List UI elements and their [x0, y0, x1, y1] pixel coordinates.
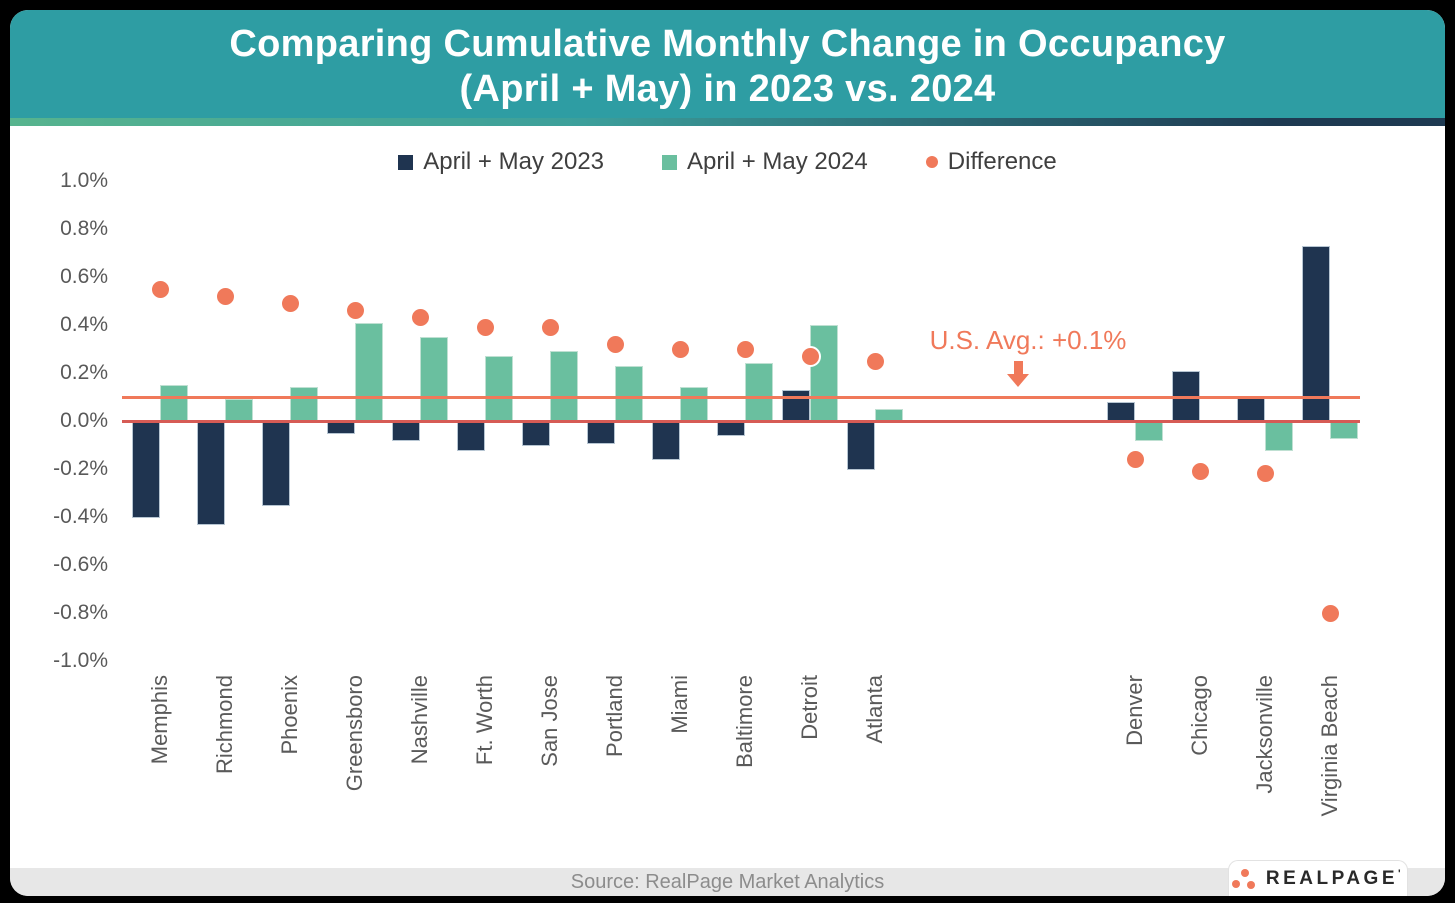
- x-axis-label-nashville: Nashville: [407, 675, 432, 765]
- x-axis-label-ft-worth: Ft. Worth: [472, 675, 497, 766]
- x-axis-label-jacksonville: Jacksonville: [1252, 675, 1277, 794]
- bar-2023-memphis: [132, 422, 160, 518]
- bar-2023-baltimore: [717, 422, 745, 437]
- difference-dot-san-jose: [539, 316, 561, 338]
- chart-plot-area: U.S. Avg.: +0.1% 1.0% 0.8% 0.6% 0.4% 0.2% 0.0…: [10, 10, 1445, 896]
- x-axis-label-virginia-beach: Virginia Beach: [1317, 675, 1342, 817]
- legend-item-2023: April + May 2023: [398, 148, 604, 176]
- realpage-dots-icon: [1231, 867, 1257, 891]
- bar-2023-jacksonville: [1237, 397, 1265, 421]
- bar-2023-greensboro: [327, 422, 355, 434]
- difference-dot-nashville: [409, 307, 431, 329]
- y-axis-label: 0.0%: [60, 409, 108, 432]
- trademark-tick: ': [1398, 867, 1405, 880]
- y-axis-label: -1.0%: [53, 649, 108, 672]
- bar-2024-nashville: [420, 337, 448, 421]
- legend-item-2024: April + May 2024: [662, 148, 868, 176]
- bar-2023-atlanta: [847, 422, 875, 470]
- legend-square-2023-icon: [398, 154, 414, 170]
- difference-dot-miami: [669, 338, 691, 360]
- legend-circle-difference-icon: [925, 156, 938, 168]
- legend-label-2023: April + May 2023: [423, 148, 605, 175]
- x-axis-label-atlanta: Atlanta: [862, 675, 887, 744]
- y-axis-label: 0.6%: [60, 265, 108, 288]
- legend-label-difference: Difference: [947, 148, 1057, 175]
- difference-dot-denver: [1124, 448, 1146, 470]
- bar-2024-denver: [1135, 422, 1163, 442]
- y-axis-label: 1.0%: [60, 169, 108, 192]
- x-axis-label-phoenix: Phoenix: [277, 675, 302, 755]
- bar-2024-greensboro: [355, 322, 383, 421]
- realpage-logo-text: REALPAGE': [1265, 867, 1405, 889]
- bar-2024-portland: [615, 365, 643, 421]
- bar-2024-ft-worth: [485, 356, 513, 421]
- bar-2023-virginia-beach: [1302, 245, 1330, 421]
- difference-dot-memphis: [149, 278, 171, 300]
- bar-2024-baltimore: [745, 363, 773, 421]
- difference-dot-richmond: [214, 285, 236, 307]
- difference-dot-ft-worth: [474, 316, 496, 338]
- source-text: Source: RealPage Market Analytics: [570, 870, 885, 893]
- bar-2024-phoenix: [290, 387, 318, 421]
- header-gradient-strip: [10, 118, 1445, 126]
- us-avg-annotation: U.S. Avg.: +0.1%: [929, 325, 1127, 355]
- bar-2023-portland: [587, 422, 615, 444]
- bar-2024-virginia-beach: [1330, 422, 1358, 439]
- difference-dot-chicago: [1189, 460, 1211, 482]
- down-arrow-icon: [1007, 361, 1029, 387]
- x-axis-label-miami: Miami: [667, 675, 692, 734]
- x-axis-label-richmond: Richmond: [212, 675, 237, 775]
- us-average-line: [122, 396, 1360, 399]
- chart-title: Comparing Cumulative Monthly Change in O…: [10, 10, 1445, 118]
- y-axis-label: 0.8%: [60, 217, 108, 240]
- bar-2024-memphis: [160, 385, 188, 421]
- bar-2023-denver: [1107, 401, 1135, 421]
- bar-2023-detroit: [782, 389, 810, 421]
- y-axis-label: 0.2%: [60, 361, 108, 384]
- x-axis-label-greensboro: Greensboro: [342, 675, 367, 792]
- y-axis-label: -0.4%: [53, 505, 108, 528]
- x-axis-label-chicago: Chicago: [1187, 675, 1212, 756]
- legend-square-2024-icon: [662, 154, 678, 170]
- y-axis-label: -0.6%: [53, 553, 108, 576]
- x-axis-label-detroit: Detroit: [797, 675, 822, 740]
- bar-2023-miami: [652, 422, 680, 461]
- chart-title-line-1: Comparing Cumulative Monthly Change in O…: [229, 23, 1226, 65]
- realpage-logo: REALPAGE': [1228, 860, 1408, 896]
- bar-2024-san-jose: [550, 351, 578, 421]
- source-bar: Source: RealPage Market Analytics: [10, 868, 1445, 896]
- y-axis-label: -0.2%: [53, 457, 108, 480]
- difference-dot-greensboro: [344, 300, 366, 322]
- bar-2024-jacksonville: [1265, 422, 1293, 451]
- difference-dot-virginia-beach: [1319, 602, 1341, 624]
- bar-2024-miami: [680, 387, 708, 421]
- difference-dot-atlanta: [864, 350, 886, 372]
- bar-2023-phoenix: [262, 422, 290, 506]
- bar-2023-richmond: [197, 422, 225, 526]
- x-axis-label-denver: Denver: [1122, 675, 1147, 746]
- x-axis-label-memphis: Memphis: [147, 675, 172, 765]
- difference-dot-detroit: [799, 345, 821, 367]
- x-axis-label-portland: Portland: [602, 675, 627, 757]
- chart-legend: April + May 2023 April + May 2024 Differ…: [10, 148, 1445, 176]
- difference-dot-baltimore: [734, 338, 756, 360]
- difference-dot-portland: [604, 333, 626, 355]
- infographic-card: Comparing Cumulative Monthly Change in O…: [10, 10, 1445, 896]
- bar-2024-richmond: [225, 399, 253, 421]
- bar-2023-san-jose: [522, 422, 550, 446]
- chart-title-line-2: (April + May) in 2023 vs. 2024: [459, 68, 996, 110]
- y-axis-label: -0.8%: [53, 601, 108, 624]
- bar-2024-detroit: [810, 325, 838, 421]
- x-axis-label-baltimore: Baltimore: [732, 675, 757, 768]
- bar-2023-ft-worth: [457, 422, 485, 451]
- difference-dot-jacksonville: [1254, 463, 1276, 485]
- legend-item-difference: Difference: [925, 148, 1057, 176]
- legend-label-2024: April + May 2024: [687, 148, 868, 175]
- x-axis-label-san-jose: San Jose: [537, 675, 562, 767]
- y-axis-label: 0.4%: [60, 313, 108, 336]
- zero-axis-line: [122, 420, 1360, 423]
- difference-dot-phoenix: [279, 292, 301, 314]
- bar-2023-nashville: [392, 422, 420, 442]
